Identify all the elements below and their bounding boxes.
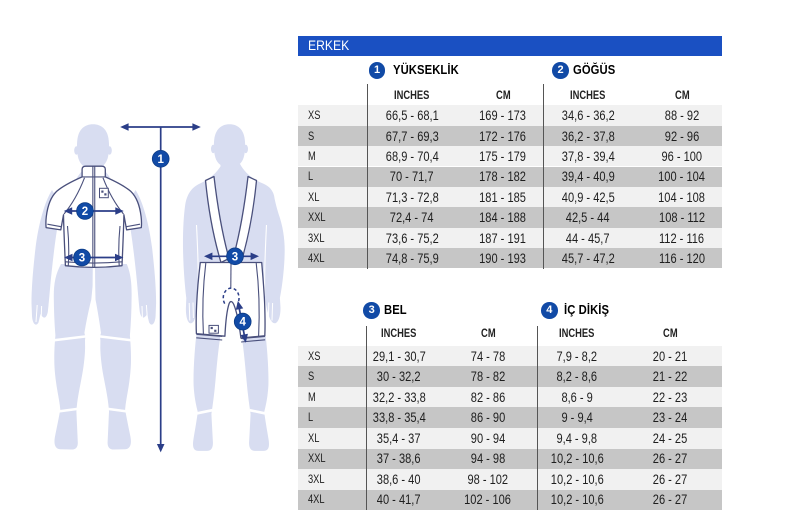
svg-text:3: 3 xyxy=(232,251,238,263)
svg-text:2: 2 xyxy=(82,206,88,218)
svg-text:3: 3 xyxy=(79,253,85,265)
svg-text:1: 1 xyxy=(157,154,164,166)
svg-text:4: 4 xyxy=(239,317,246,329)
